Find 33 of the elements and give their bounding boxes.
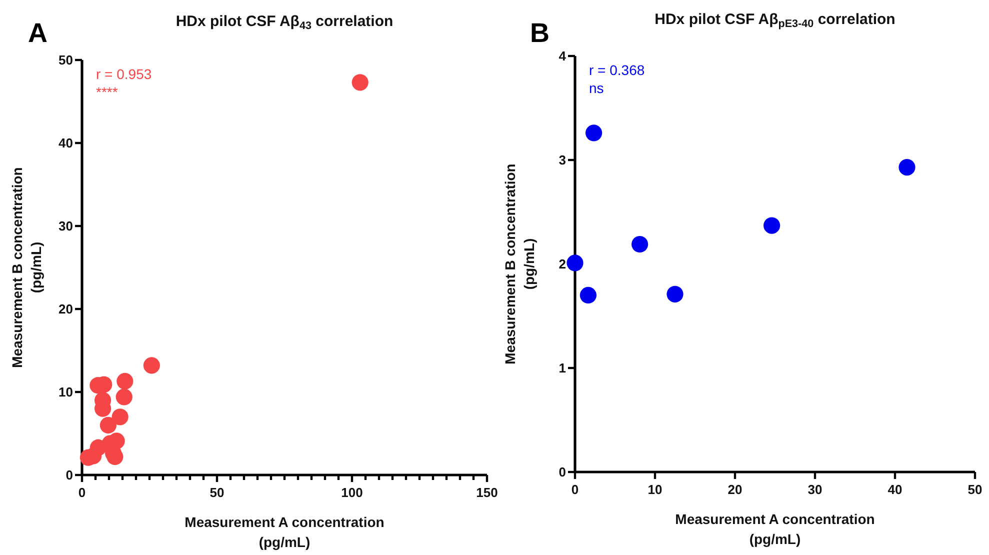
y-axis-title: Measurement B concentration (pg/mL) bbox=[9, 167, 44, 368]
x-tick-label: 50 bbox=[210, 485, 224, 500]
y-tick-label: 20 bbox=[58, 302, 73, 316]
y-axis-title: Measurement B concentration (pg/mL) bbox=[502, 164, 537, 364]
chart-title: HDx pilot CSF Aβ$_{pE3-40}$ correlation bbox=[654, 11, 896, 30]
x-axis-title: Measurement A concentration (pg/mL) bbox=[675, 511, 875, 547]
annotation: **** bbox=[96, 84, 118, 100]
y-tick-label: 10 bbox=[58, 384, 73, 400]
annotation: r = 0.368 bbox=[589, 62, 645, 78]
y-tick-label: 2 bbox=[558, 256, 566, 272]
chart-title: HDx pilot CSF Aβ$_{43}$ correlation bbox=[176, 13, 394, 32]
x-tick-label: 30 bbox=[808, 482, 822, 497]
y-tick-label: 0 bbox=[558, 464, 566, 480]
x-tick-label: 10 bbox=[648, 482, 662, 497]
y-tick-label: 3 bbox=[558, 152, 566, 168]
y-tick-label: 0 bbox=[66, 468, 73, 482]
text: B bbox=[530, 18, 550, 48]
x-axis-title: Measurement A concentration (pg/mL) bbox=[184, 514, 384, 550]
x-tick-label: 0 bbox=[571, 482, 579, 497]
annotation: r = 0.953 bbox=[96, 66, 152, 82]
x-tick-label: 100 bbox=[341, 485, 363, 500]
y-tick-label: 30 bbox=[58, 218, 73, 234]
x-tick-label: 50 bbox=[968, 482, 982, 497]
x-tick-label: 0 bbox=[78, 485, 86, 500]
x-tick-label: 150 bbox=[476, 485, 498, 500]
text: A bbox=[28, 18, 48, 48]
y-tick-label: 50 bbox=[58, 52, 73, 68]
y-tick-label: 40 bbox=[58, 136, 73, 150]
annotation: ns bbox=[589, 80, 604, 96]
x-tick-label: 20 bbox=[728, 482, 742, 497]
x-tick-label: 40 bbox=[888, 482, 902, 497]
y-tick-label: 4 bbox=[558, 48, 567, 64]
y-tick-label: 1 bbox=[558, 360, 566, 376]
